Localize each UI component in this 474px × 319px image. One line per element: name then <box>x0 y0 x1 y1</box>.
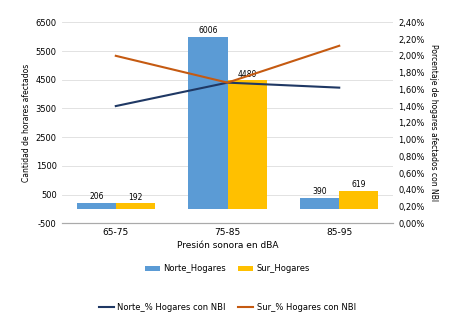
Legend: Norte_Hogares, Sur_Hogares: Norte_Hogares, Sur_Hogares <box>145 264 310 273</box>
Norte_% Hogares con NBI <box>113 104 118 108</box>
Bar <box>77 203 116 209</box>
Text: 4480: 4480 <box>237 70 257 78</box>
Y-axis label: Porcentaje de hogares afectados con NBI: Porcentaje de hogares afectados con NBI <box>429 44 438 201</box>
Text: 619: 619 <box>352 181 366 189</box>
Text: 6006: 6006 <box>198 26 218 35</box>
X-axis label: Presión sonora en dBA: Presión sonora en dBA <box>177 241 278 250</box>
Text: 390: 390 <box>312 187 327 196</box>
Bar <box>300 198 339 209</box>
Legend: Norte_% Hogares con NBI, Sur_% Hogares con NBI: Norte_% Hogares con NBI, Sur_% Hogares c… <box>99 303 356 312</box>
Sur_% Hogares con NBI <box>337 44 342 48</box>
Norte_% Hogares con NBI <box>225 81 230 85</box>
Line: Norte_% Hogares con NBI: Norte_% Hogares con NBI <box>116 83 339 106</box>
Bar <box>189 36 228 209</box>
Norte_% Hogares con NBI <box>337 86 342 90</box>
Bar <box>228 80 266 209</box>
Text: 206: 206 <box>89 192 103 201</box>
Bar <box>339 191 378 209</box>
Line: Sur_% Hogares con NBI: Sur_% Hogares con NBI <box>116 46 339 83</box>
Sur_% Hogares con NBI <box>113 54 118 58</box>
Bar <box>116 204 155 209</box>
Text: 192: 192 <box>128 193 143 202</box>
Sur_% Hogares con NBI <box>225 81 230 85</box>
Y-axis label: Cantidad de horares afectados: Cantidad de horares afectados <box>22 64 31 182</box>
